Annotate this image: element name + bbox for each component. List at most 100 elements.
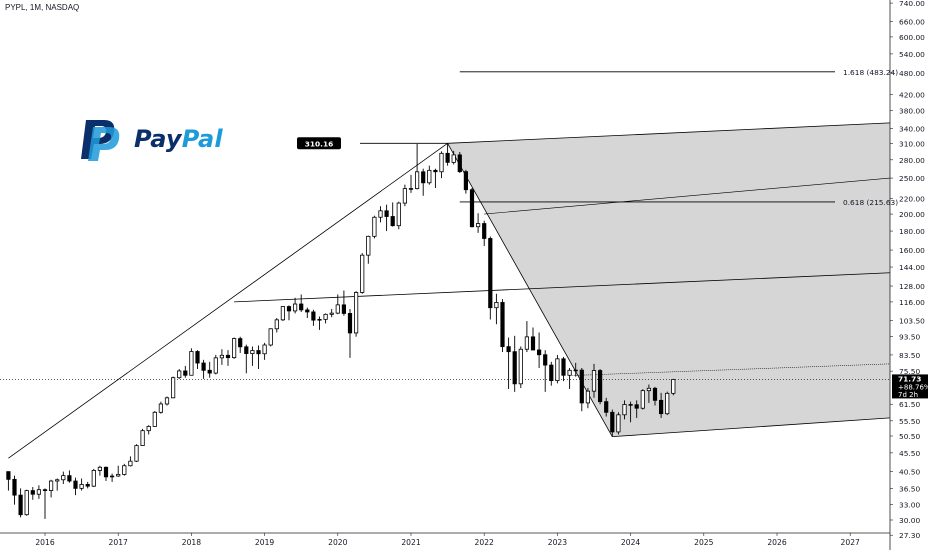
- candle-body: [55, 479, 60, 482]
- candle-body: [457, 154, 462, 173]
- candle-body: [201, 362, 206, 371]
- x-tick-label: 2017: [109, 538, 128, 547]
- candle-body: [622, 404, 627, 416]
- paypal-logo: PayPal: [78, 116, 223, 162]
- y-tick-label: 103.50: [899, 316, 925, 325]
- candle-body: [604, 401, 609, 413]
- channel-top-line: [447, 122, 891, 144]
- last-change-text: +88.76%: [898, 383, 931, 391]
- candle-body: [659, 399, 664, 415]
- candle-body: [305, 309, 310, 313]
- candle-body: [219, 354, 224, 359]
- candle-body: [36, 489, 42, 495]
- candle-body: [475, 223, 481, 228]
- candle-body: [421, 171, 426, 184]
- y-tick-label: 540.00: [899, 50, 925, 59]
- candle-body: [335, 304, 340, 314]
- candle-body: [506, 346, 511, 353]
- candle-body: [61, 475, 66, 481]
- channel-bottom-line: [612, 417, 891, 438]
- candle-body: [128, 460, 133, 467]
- wordmark-pay: Pay: [134, 125, 182, 153]
- candle-body: [469, 189, 475, 228]
- candle-body: [177, 370, 182, 379]
- y-tick-label: 310.00: [899, 139, 925, 148]
- candle-body: [634, 404, 639, 409]
- candle-body: [543, 354, 548, 366]
- candle-body: [598, 370, 603, 403]
- paypal-p-icon: [81, 120, 120, 161]
- candle-body: [170, 377, 176, 399]
- candle-body: [512, 351, 517, 385]
- candle-body: [482, 223, 487, 239]
- candle-body: [463, 171, 469, 191]
- candle-body: [549, 364, 554, 382]
- candle-body: [213, 357, 218, 374]
- candle-body: [158, 403, 163, 413]
- candle-body: [256, 350, 261, 355]
- x-tick-label: 2025: [694, 538, 713, 547]
- candle-body: [207, 369, 212, 374]
- peak-price-badge: [297, 137, 341, 150]
- candle-body: [329, 312, 334, 315]
- candle-body: [439, 152, 444, 173]
- last-price-badge: [892, 374, 928, 399]
- candle-body: [122, 465, 127, 475]
- candle-body: [42, 489, 48, 491]
- candle-body: [238, 338, 243, 348]
- x-tick-label: 2023: [548, 538, 567, 547]
- y-tick-label: 116.00: [899, 298, 925, 307]
- candle-body: [18, 494, 23, 516]
- channel-median-line: [484, 177, 891, 215]
- fib-label-1: 0.618 (215.63): [843, 198, 898, 207]
- trend-lines: [0, 71, 891, 459]
- candle-body: [671, 379, 676, 394]
- channel-dotted-line: [572, 363, 891, 376]
- candle-body: [408, 188, 414, 190]
- x-tick-label: 2027: [841, 538, 860, 547]
- y-tick-label: 340.00: [899, 124, 925, 133]
- y-tick-label: 160.00: [899, 246, 925, 255]
- candle-body: [652, 387, 658, 401]
- last-price-text: 71.73: [898, 374, 921, 383]
- y-tick-label: 740.00: [899, 0, 925, 8]
- candle-body: [341, 304, 347, 314]
- candle-body: [30, 490, 35, 495]
- candle-body: [146, 426, 151, 432]
- channel-left-line: [447, 143, 613, 437]
- candle-body: [67, 475, 72, 482]
- candle-body: [616, 414, 621, 433]
- candle-body: [6, 471, 11, 480]
- candle-body: [231, 338, 237, 359]
- y-tick-label: 50.50: [899, 432, 920, 441]
- candle-body: [110, 475, 115, 478]
- candle-body: [433, 169, 438, 173]
- candle-body: [665, 392, 670, 415]
- candle-body: [414, 171, 420, 189]
- candle-body: [372, 216, 377, 237]
- y-tick-label: 200.00: [899, 210, 925, 219]
- y-tick-label: 660.00: [899, 18, 925, 27]
- y-tick-label: 33.00: [899, 501, 920, 510]
- candle-body: [360, 254, 365, 293]
- y-tick-label: 220.00: [899, 195, 925, 204]
- wordmark-pal: Pal: [181, 125, 223, 153]
- candle-body: [561, 358, 566, 376]
- fib-label-0: 1.618 (483.24): [843, 68, 898, 77]
- candle-body: [73, 480, 78, 489]
- x-tick-label: 2019: [255, 538, 274, 547]
- candle-body: [262, 344, 267, 355]
- candle-body: [591, 370, 597, 392]
- candle-body: [152, 411, 157, 427]
- candle-body: [378, 210, 383, 218]
- candle-body: [384, 210, 389, 217]
- long-trendline: [234, 272, 891, 303]
- candle-body: [366, 235, 371, 256]
- candle-body: [585, 390, 591, 404]
- y-tick-label: 83.50: [899, 351, 920, 360]
- candle-body: [646, 387, 652, 392]
- candle-body: [537, 349, 542, 356]
